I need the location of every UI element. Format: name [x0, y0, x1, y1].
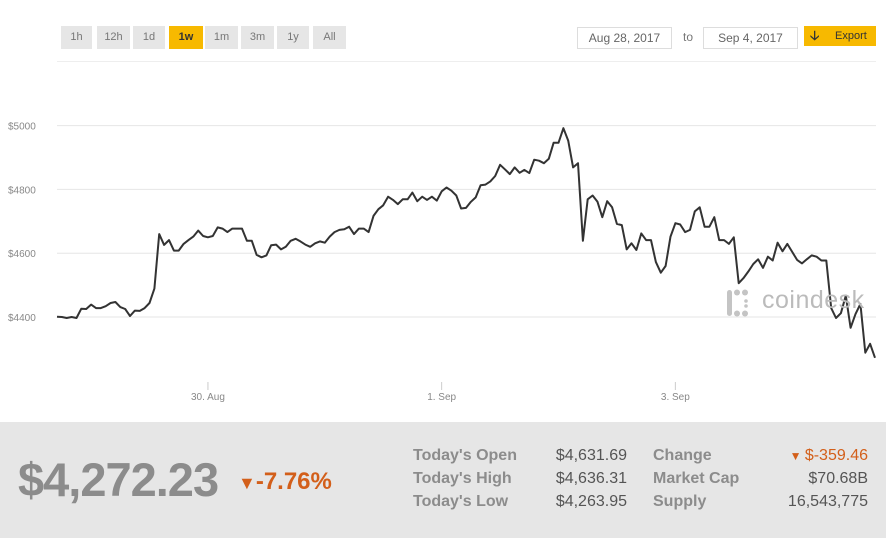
x-tick-label: 1. Sep	[427, 392, 456, 403]
triangle-down-icon: ▼	[238, 473, 256, 493]
stat-label: Today's High	[413, 470, 512, 487]
y-tick-label: $4600	[8, 249, 36, 260]
range-all-button[interactable]: All	[313, 26, 346, 49]
stat-value: 16,543,775	[787, 493, 868, 510]
stat-value: $4,636.31	[555, 470, 627, 487]
x-tick-label: 3. Sep	[661, 392, 690, 403]
range-1d-button[interactable]: 1d	[133, 26, 165, 49]
triangle-down-icon: ▼	[789, 449, 805, 463]
stat-value: $4,263.95	[555, 493, 627, 510]
arrow-down-icon: 🡣	[810, 28, 820, 43]
date-to-input[interactable]: Sep 4, 2017	[703, 27, 798, 49]
stat-label: Today's Low	[413, 493, 509, 510]
change-value: $-359.46	[804, 447, 868, 464]
date-from-input[interactable]: Aug 28, 2017	[577, 27, 672, 49]
stat-value: ▼ $-359.46	[748, 447, 868, 465]
export-button[interactable]: 🡣 Export	[804, 26, 876, 46]
stat-label: Market Cap	[653, 470, 740, 487]
change-percent: ▼-7.76%	[238, 468, 332, 496]
change-percent-value: -7.76%	[255, 468, 332, 495]
range-1h-button[interactable]: 1h	[61, 26, 92, 49]
summary-panel: $4,272.23 ▼-7.76% Today's Open $4,631.69…	[0, 422, 886, 538]
range-3m-button[interactable]: 3m	[241, 26, 274, 49]
y-tick-label: $5000	[8, 122, 36, 133]
x-tick-label: 30. Aug	[191, 392, 225, 403]
stat-label: Change	[653, 447, 712, 464]
stat-value: $4,631.69	[555, 447, 627, 464]
date-to-label: to	[683, 30, 694, 44]
price-chart: $4400 $4600 $4800 $5000 30. Aug 1. Sep 3. Sep	[8, 122, 876, 403]
export-label: Export	[835, 30, 867, 42]
range-12h-button[interactable]: 12h	[97, 26, 130, 49]
stat-label: Today's Open	[413, 447, 517, 464]
y-tick-label: $4800	[8, 185, 36, 196]
y-tick-label: $4400	[8, 313, 36, 324]
watermark-text: coindesk	[762, 286, 865, 314]
range-1y-button[interactable]: 1y	[277, 26, 309, 49]
coindesk-logo-icon	[727, 289, 748, 317]
stat-label: Supply	[653, 493, 707, 510]
price-line	[56, 127, 876, 359]
stat-value: $70.68B	[808, 470, 868, 487]
range-1w-button[interactable]: 1w	[169, 26, 203, 49]
current-price: $4,272.23	[18, 453, 219, 506]
range-1m-button[interactable]: 1m	[205, 26, 238, 49]
divider	[57, 61, 876, 62]
